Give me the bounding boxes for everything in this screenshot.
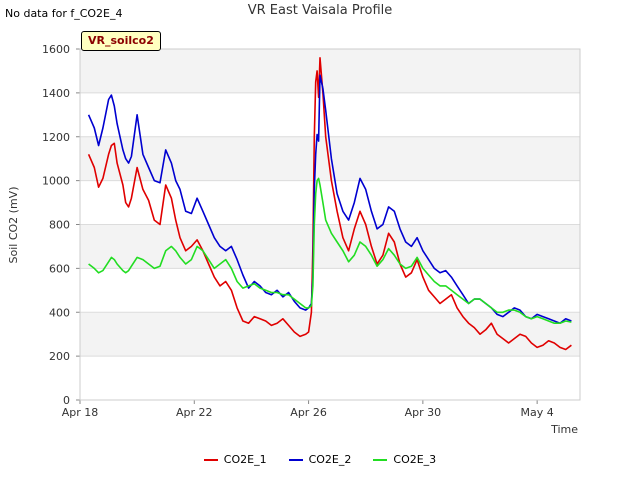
x-tick-label: Apr 30 [405, 406, 442, 419]
nodata-message: No data for f_CO2E_4 [5, 7, 123, 20]
y-tick-label: 1400 [42, 87, 70, 100]
y-tick-label: 0 [63, 394, 70, 407]
plot-band [80, 312, 580, 357]
x-tick-label: Apr 26 [290, 406, 327, 419]
legend-label-co2e-1: CO2E_1 [223, 453, 267, 466]
legend-label-co2e-3: CO2E_3 [393, 453, 437, 466]
series-layer [87, 56, 572, 351]
series-line-co2e-1 [87, 56, 572, 351]
legend: CO2E_1 CO2E_2 CO2E_3 [0, 453, 640, 466]
legend-swatch-co2e-3 [373, 458, 388, 461]
axes [79, 48, 581, 401]
gridlines [76, 48, 580, 404]
y-tick-label: 1200 [42, 131, 70, 144]
y-tick-label: 1600 [42, 43, 70, 56]
chart-title: VR East Vaisala Profile [247, 3, 393, 18]
x-tick-label: May 4 [521, 406, 554, 419]
y-axis-label: Soil CO2 (mV) [7, 187, 20, 264]
x-axis-label: Time [550, 423, 578, 436]
legend-swatch-co2e-1 [203, 458, 218, 461]
y-tick-label: 1000 [42, 175, 70, 188]
site-label-badge: VR_soilco2 [81, 31, 161, 51]
plot-border [79, 48, 581, 401]
y-tick-label: 400 [49, 306, 70, 319]
legend-label-co2e-2: CO2E_2 [308, 453, 352, 466]
y-tick-label: 600 [49, 262, 70, 275]
series-line-co2e-3 [88, 177, 572, 325]
legend-item-co2e-3[interactable]: CO2E_3 [373, 453, 436, 466]
legend-item-co2e-2[interactable]: CO2E_2 [288, 453, 352, 466]
legend-item-co2e-1[interactable]: CO2E_1 [203, 453, 267, 466]
y-tick-label: 800 [49, 219, 70, 232]
y-tick-label: 200 [49, 350, 70, 363]
legend-swatch-co2e-2 [288, 458, 303, 461]
plot-band [80, 49, 580, 93]
x-tick-label: Apr 22 [176, 406, 213, 419]
tick-labels: 0 200 400 600 800 1000 1200 1400 1600 Apr 18 Apr 2… [42, 43, 554, 419]
x-tick-label: Apr 18 [62, 406, 99, 419]
